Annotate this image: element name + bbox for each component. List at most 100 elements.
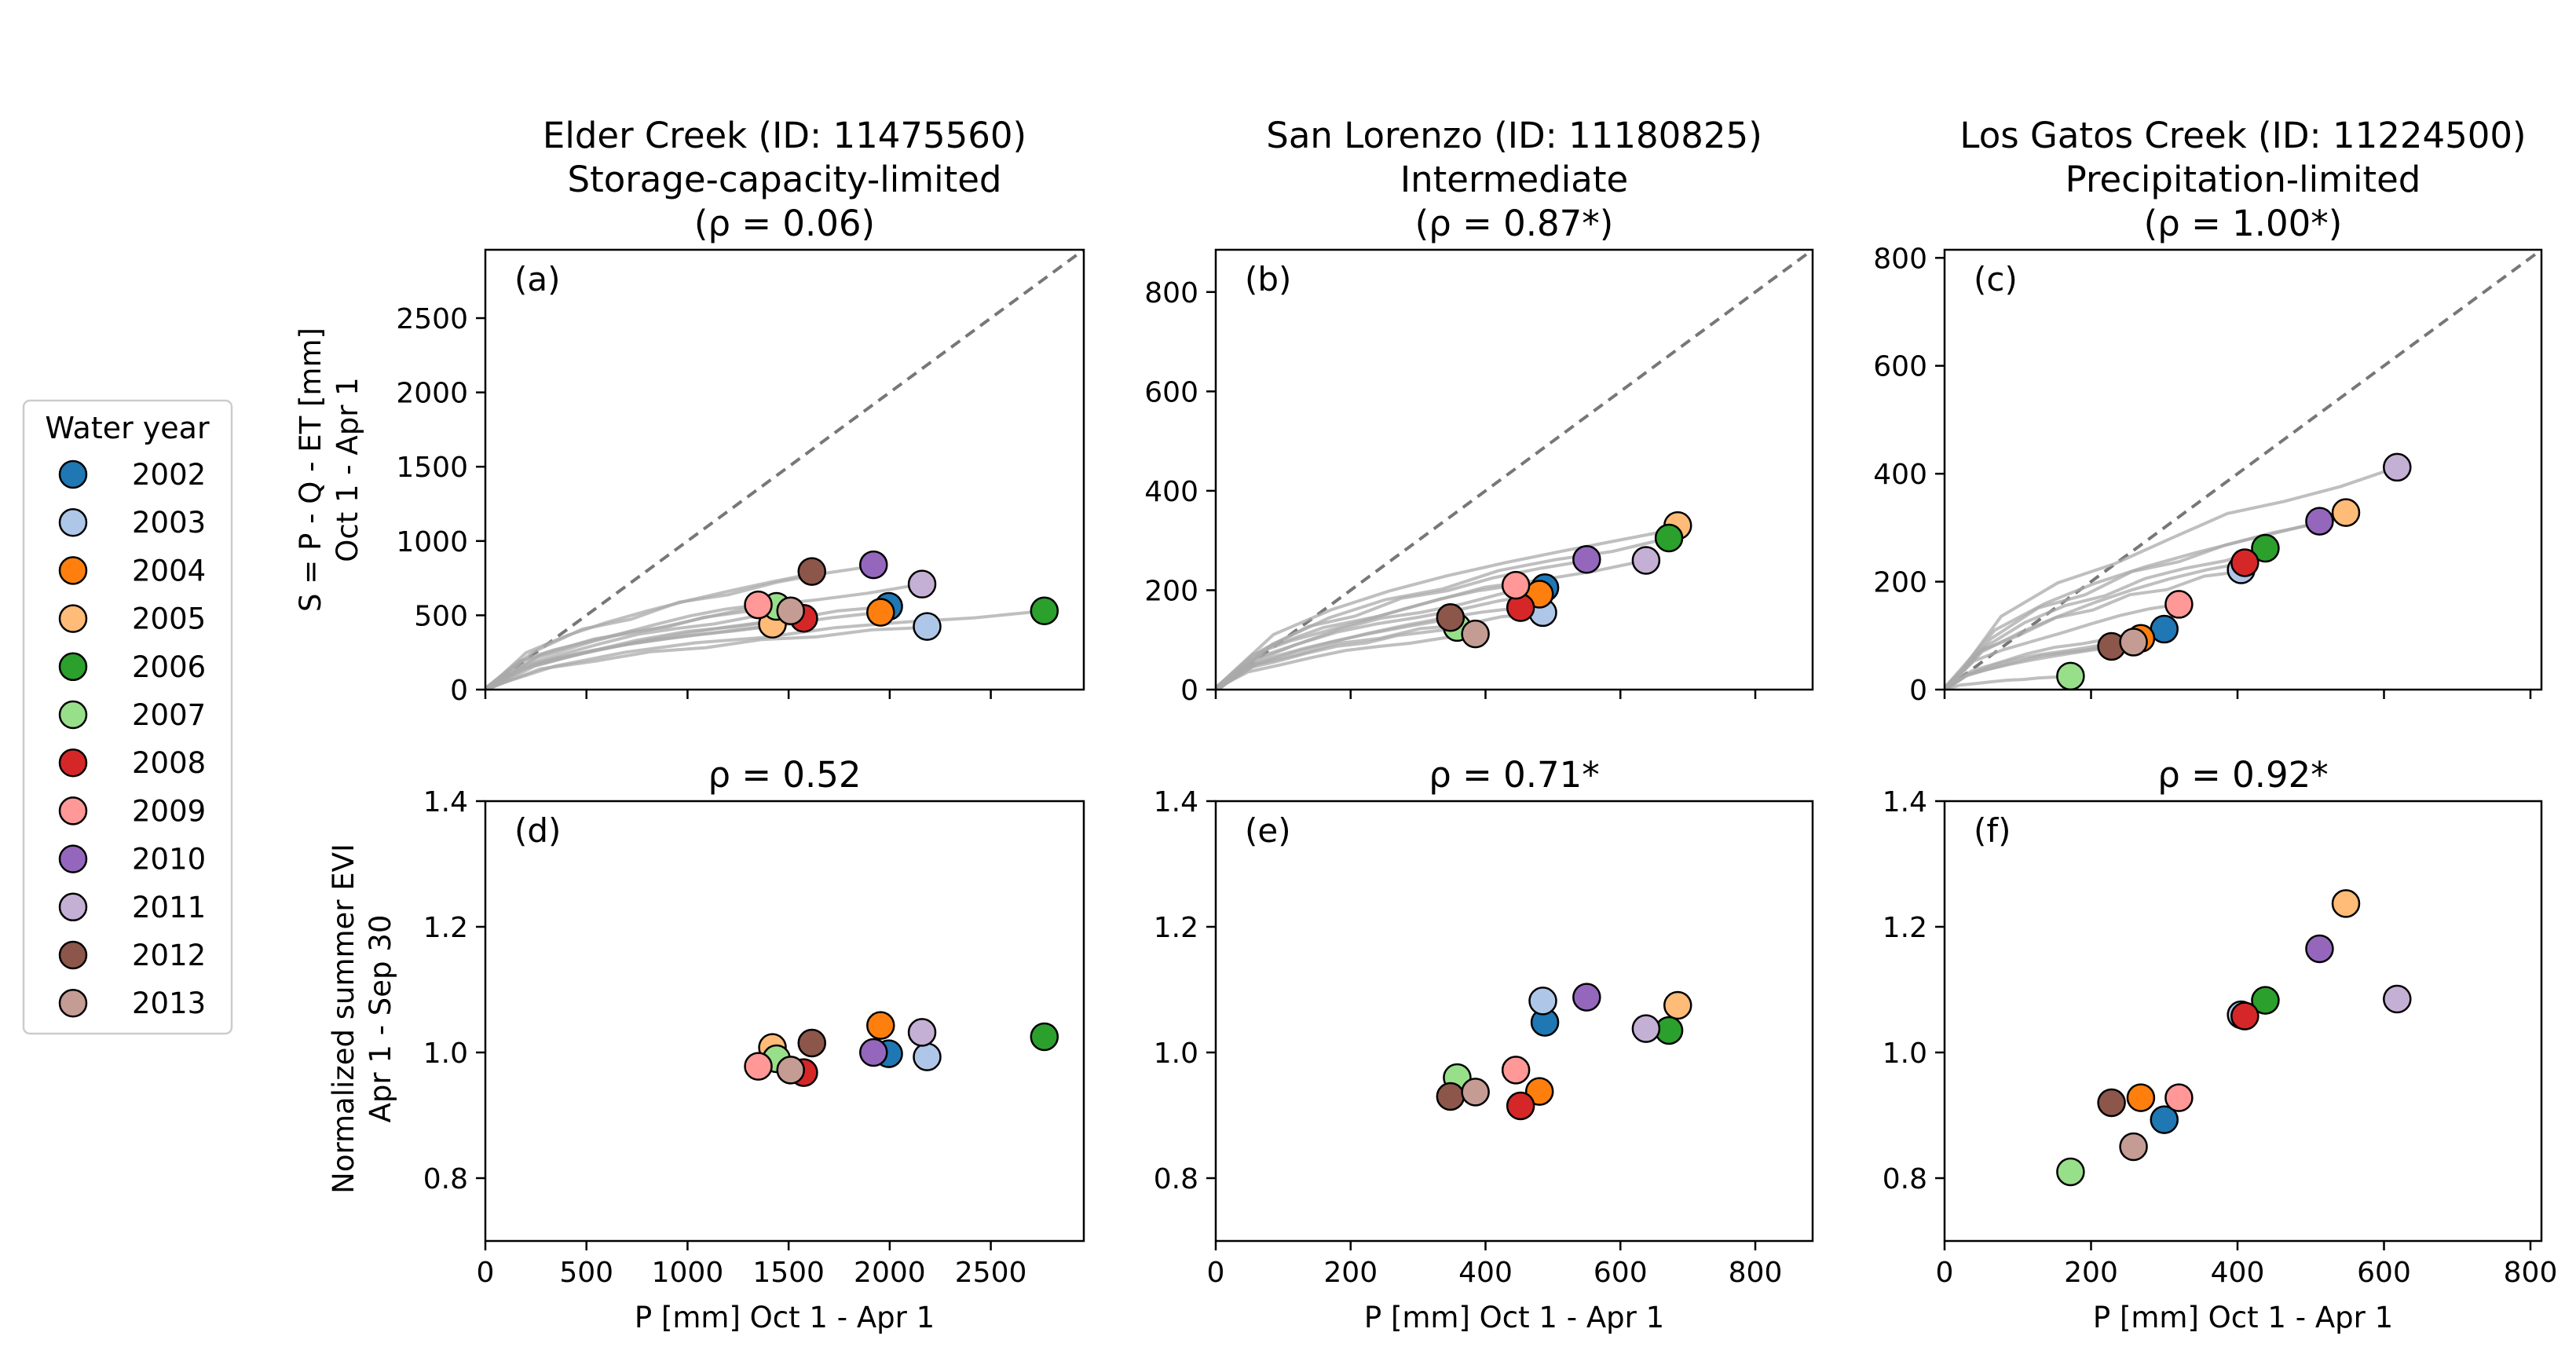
- legend-marker-2004: [58, 556, 88, 585]
- point-2004: [2126, 1083, 2156, 1112]
- point-2006: [2251, 986, 2280, 1015]
- y-tick-label: 600: [1873, 351, 1927, 383]
- axes-frame: [484, 248, 1085, 691]
- legend-label-2003: 2003: [132, 506, 206, 540]
- x-axis-label: P [mm] Oct 1 - Apr 1: [1364, 1301, 1664, 1334]
- plot-area: [1216, 250, 1813, 690]
- y-tick-label: 0.8: [1883, 1163, 1927, 1195]
- point-2009: [1501, 570, 1531, 600]
- panel-title-line: (ρ = 1.00*): [2144, 203, 2343, 244]
- legend-label-2010: 2010: [132, 843, 206, 877]
- panel-title-line: (ρ = 0.06): [694, 203, 875, 244]
- axes-frame: [1943, 248, 2543, 691]
- trajectory-line: [1216, 558, 1587, 690]
- trajectory-line: [1216, 617, 1451, 690]
- point-2005: [1663, 990, 1692, 1020]
- trajectory-line: [485, 582, 923, 690]
- x-tick-label: 1500: [752, 1257, 825, 1289]
- point-2003: [913, 1042, 942, 1071]
- legend-label-2004: 2004: [132, 554, 206, 587]
- panel-title-line: ρ = 0.71*: [1429, 754, 1600, 796]
- x-tick-label: 500: [559, 1257, 613, 1289]
- axes-frame: [484, 800, 1085, 1243]
- legend-entries: 2002 2003 2004 2005 2006 2007 2008 2009 2010 2011…: [58, 458, 206, 1020]
- y-tick-label: 200: [1873, 567, 1927, 599]
- point-2009: [1501, 1056, 1531, 1085]
- axes-frame: [1943, 800, 2543, 1243]
- panel-title-line: Storage-capacity-limited: [568, 159, 1002, 200]
- y-tick-label: 200: [1144, 575, 1198, 607]
- point-2012: [797, 1028, 827, 1058]
- point-2012: [1436, 1082, 1465, 1111]
- point-2005: [2331, 889, 2361, 918]
- trajectory-line: [485, 572, 813, 690]
- point-2010: [1572, 983, 1601, 1012]
- panel-title-line: Elder Creek (ID: 11475560): [543, 115, 1026, 156]
- panel-letter: (f): [1974, 811, 2011, 850]
- y-tick-label: 1000: [396, 526, 468, 558]
- y-tick-label: 0: [450, 675, 468, 707]
- y-tick-label: 1.0: [423, 1038, 468, 1070]
- point-2009: [2164, 1083, 2194, 1112]
- axes-frame: [1214, 248, 1814, 691]
- ylabel-bottom-line-1: Normalized summer EVI: [327, 844, 360, 1194]
- point-2009: [744, 590, 773, 620]
- legend-label-2009: 2009: [132, 794, 206, 828]
- panel-letter: (b): [1245, 260, 1291, 298]
- panel-title-line: Precipitation-limited: [2066, 159, 2421, 200]
- x-tick-label: 0: [1936, 1257, 1954, 1289]
- point-2007: [2056, 661, 2085, 690]
- y-tick-label: 1.0: [1883, 1038, 1927, 1070]
- point-2003: [1528, 986, 1557, 1016]
- point-2012: [797, 557, 827, 586]
- point-2009: [744, 1052, 773, 1081]
- legend-marker-2011: [58, 892, 88, 922]
- panel-letter: (e): [1245, 811, 1291, 850]
- y-tick-label: 1.2: [1883, 912, 1927, 944]
- point-2010: [859, 550, 888, 580]
- x-tick-label: 2500: [955, 1257, 1027, 1289]
- legend: Water year 20022003200420052006200720082…: [22, 399, 233, 1035]
- x-axis-label: P [mm] Oct 1 - Apr 1: [635, 1301, 935, 1334]
- point-2010: [2305, 507, 2334, 536]
- y-tick-label: 1.2: [1154, 912, 1198, 944]
- y-tick-label: 0.8: [423, 1163, 468, 1195]
- one-to-one-line: [485, 250, 1084, 690]
- legend-marker-2012: [58, 940, 88, 970]
- point-2006: [1030, 1022, 1059, 1052]
- legend-label-2002: 2002: [132, 458, 206, 492]
- trajectory-line: [1945, 561, 2245, 690]
- point-2006: [1654, 523, 1684, 553]
- point-2007: [2056, 1157, 2085, 1187]
- x-tick-label: 600: [1594, 1257, 1648, 1289]
- trajectory-line: [1945, 675, 2071, 690]
- legend-label-2011: 2011: [132, 891, 206, 924]
- y-tick-label: 1.0: [1154, 1038, 1198, 1070]
- legend-marker-2006: [58, 652, 88, 682]
- plot-area: [485, 250, 1084, 690]
- plot-area: [1436, 983, 1692, 1121]
- x-tick-label: 600: [2357, 1257, 2411, 1289]
- legend-label-2013: 2013: [132, 986, 206, 1020]
- x-axis-label: P [mm] Oct 1 - Apr 1: [2093, 1301, 2393, 1334]
- legend-marker-2008: [58, 748, 88, 778]
- panel-title-line: Intermediate: [1400, 159, 1628, 200]
- legend-label-2005: 2005: [132, 602, 206, 636]
- x-tick-label: 400: [2211, 1257, 2265, 1289]
- panel-letter: (d): [514, 811, 561, 850]
- point-2013: [2119, 628, 2148, 657]
- y-tick-label: 800: [1144, 277, 1198, 309]
- point-2011: [2383, 984, 2412, 1014]
- x-tick-label: 200: [2064, 1257, 2118, 1289]
- y-tick-label: 1500: [396, 452, 468, 484]
- point-2013: [1461, 619, 1490, 649]
- legend-marker-2005: [58, 604, 88, 633]
- point-2002: [2150, 1105, 2179, 1134]
- y-tick-label: 0: [1909, 675, 1927, 707]
- legend-label-2007: 2007: [132, 698, 206, 732]
- y-tick-label: 600: [1144, 376, 1198, 408]
- axes-frame: [1214, 800, 1814, 1243]
- y-tick-label: 500: [414, 600, 468, 632]
- y-tick-label: 2000: [396, 378, 468, 410]
